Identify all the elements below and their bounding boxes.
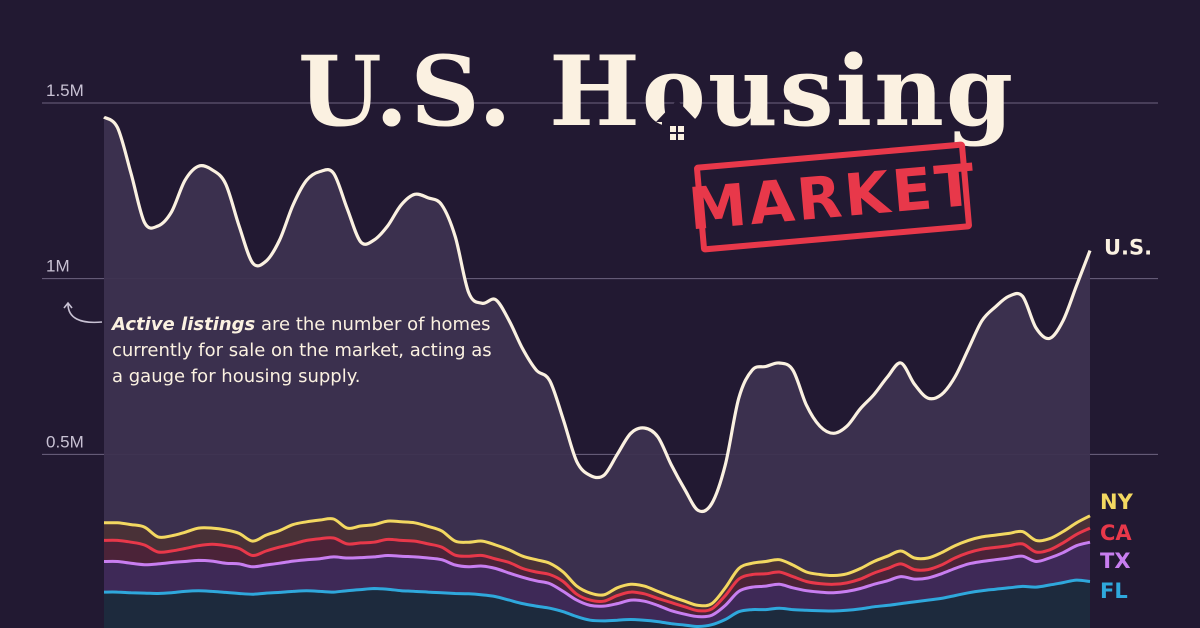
annotation-arrow-icon — [63, 301, 103, 324]
y-tick-label: 1M — [46, 257, 70, 276]
line-ca — [103, 526, 1091, 613]
market-stamp-text: MARKET — [685, 150, 981, 244]
line-tx — [103, 540, 1091, 619]
series-label-ca: CA — [1100, 521, 1132, 545]
y-tick-label: 1.5M — [46, 81, 84, 100]
series-label-us: U.S. — [1104, 236, 1152, 260]
line-us — [103, 115, 1092, 514]
series-areas — [104, 117, 1090, 628]
y-tick-label: 0.5M — [46, 432, 84, 451]
annotation-text: Active listings are the number of homes … — [112, 312, 492, 390]
house-icon — [656, 100, 698, 142]
series-label-fl: FL — [1100, 579, 1128, 603]
area-us — [104, 117, 1090, 628]
line-fl — [103, 578, 1091, 628]
line-ny — [103, 514, 1091, 608]
chart-title: U.S. Housing — [298, 35, 1016, 148]
annotation-bold: Active listings — [112, 314, 256, 335]
series-lines — [103, 115, 1092, 628]
series-label-tx: TX — [1100, 549, 1131, 573]
series-labels: U.S. NY CA TX FL — [1100, 236, 1152, 603]
series-label-ny: NY — [1100, 490, 1134, 514]
area-fl — [104, 580, 1090, 628]
annotation-rest: are the number of homes currently for sa… — [112, 314, 492, 387]
